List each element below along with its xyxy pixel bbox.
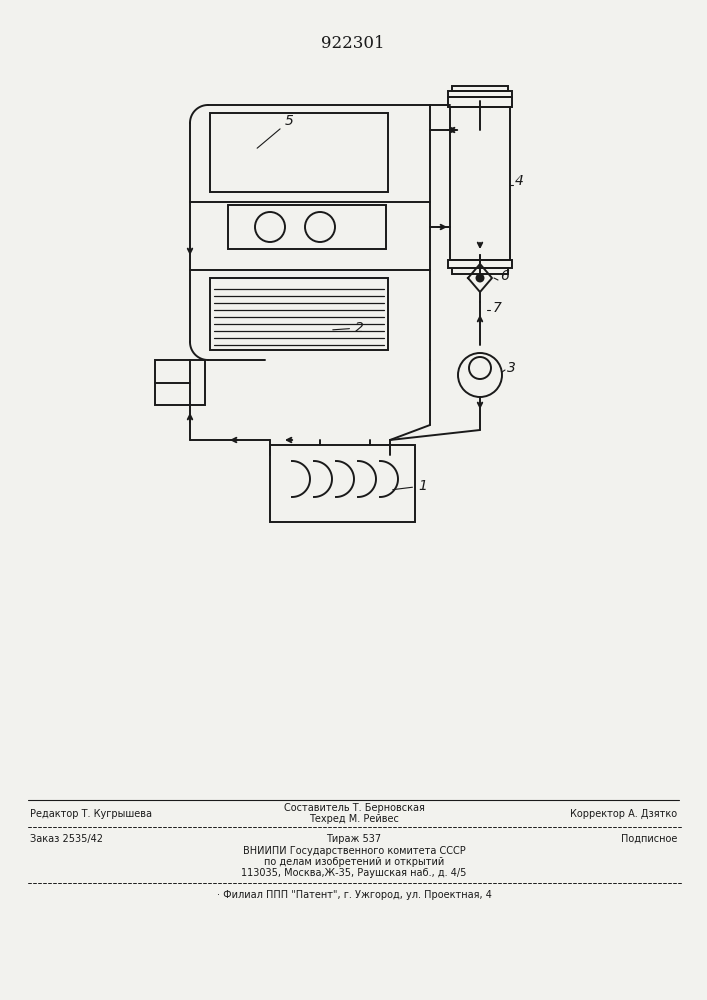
Text: 3: 3 xyxy=(507,361,516,375)
Bar xyxy=(448,97,512,107)
Bar xyxy=(270,445,415,522)
Text: 6: 6 xyxy=(500,269,509,283)
Text: Редактор Т. Кугрышева: Редактор Т. Кугрышева xyxy=(30,809,152,819)
Text: Техред М. Рейвес: Техред М. Рейвес xyxy=(309,814,399,824)
Text: 1: 1 xyxy=(393,479,427,493)
Text: · Филиал ППП "Патент", г. Ужгород, ул. Проектная, 4: · Филиал ППП "Патент", г. Ужгород, ул. П… xyxy=(216,890,491,900)
Text: Составитель Т. Берновская: Составитель Т. Берновская xyxy=(284,803,424,813)
Text: 7: 7 xyxy=(493,301,502,315)
Bar xyxy=(448,91,512,97)
Text: 113035, Москва,Ж-35, Раушская наб., д. 4/5: 113035, Москва,Ж-35, Раушская наб., д. 4… xyxy=(241,868,467,878)
Bar xyxy=(448,260,512,268)
Bar xyxy=(210,278,388,350)
Text: Заказ 2535/42: Заказ 2535/42 xyxy=(30,834,103,844)
Bar xyxy=(210,113,388,192)
Text: Подписное: Подписное xyxy=(621,834,677,844)
Text: 922301: 922301 xyxy=(321,34,385,51)
Text: ВНИИПИ Государственного комитета СССР: ВНИИПИ Государственного комитета СССР xyxy=(243,846,465,856)
Text: 2: 2 xyxy=(333,321,364,335)
Text: Корректор А. Дзятко: Корректор А. Дзятко xyxy=(570,809,677,819)
Bar xyxy=(452,86,508,91)
Bar xyxy=(155,360,205,405)
Text: 4: 4 xyxy=(515,174,524,188)
Bar xyxy=(228,205,386,249)
Bar xyxy=(452,268,508,274)
Text: по делам изобретений и открытий: по делам изобретений и открытий xyxy=(264,857,444,867)
Text: Тираж 537: Тираж 537 xyxy=(327,834,382,844)
Circle shape xyxy=(477,274,484,282)
Bar xyxy=(450,107,510,260)
Text: 5: 5 xyxy=(257,114,294,148)
